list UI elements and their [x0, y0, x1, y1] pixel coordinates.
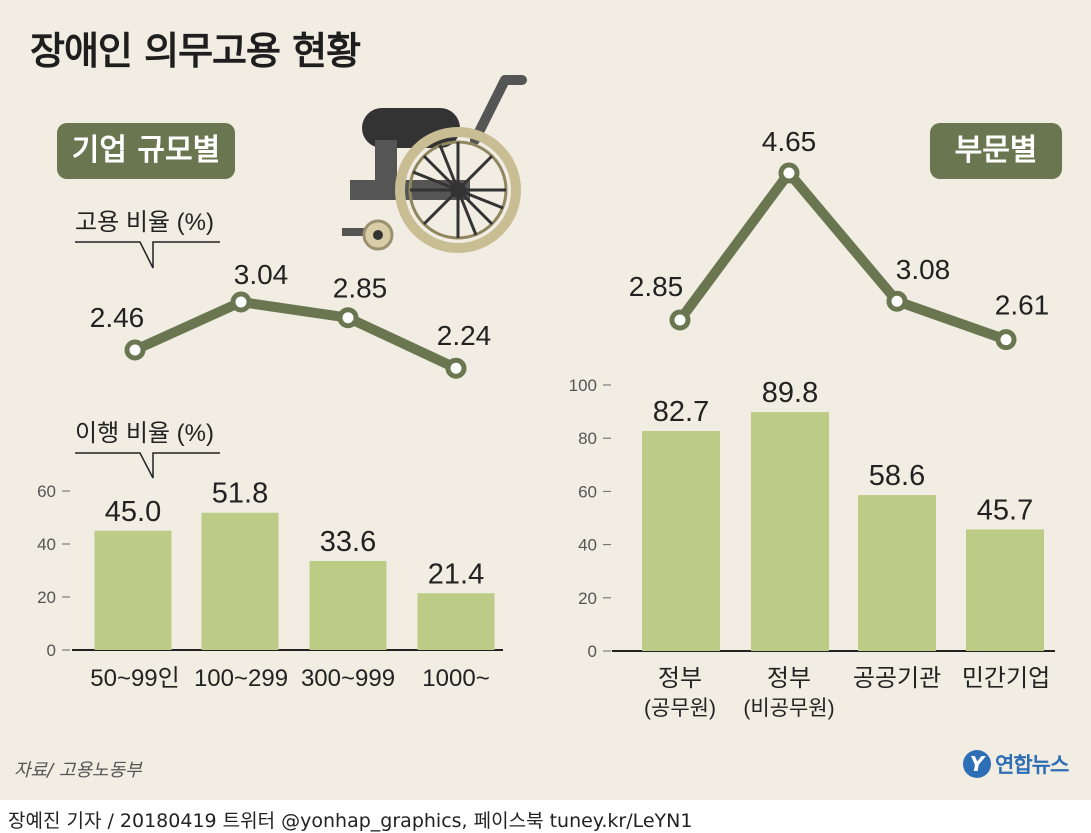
wheelchair-icon: [342, 75, 527, 253]
size-category-label: 1000~: [422, 665, 489, 692]
charts-svg: 2.46 3.04 2.85 2.24 고용 비율 (%) 0 20 40 60 45.0 51.8…: [37, 75, 1055, 720]
size-compliance-tick-label: 60: [37, 482, 56, 501]
sector-compliance-data-label: 82.7: [653, 396, 709, 428]
section-badge-company-size: 기업 규모별: [57, 123, 235, 179]
size-category-label: 100~299: [194, 665, 288, 692]
sector-compliance-bar: [642, 431, 720, 651]
yonhap-logo-icon: Y: [963, 750, 991, 778]
publisher-logo: Y 연합뉴스: [963, 746, 1069, 782]
sector-employment-rate-data-label: 4.65: [762, 126, 817, 157]
size-employment-rate-data-label: 3.04: [234, 259, 289, 290]
size-compliance-data-label: 33.6: [320, 526, 376, 558]
size-compliance-bar: [94, 530, 172, 650]
sector-compliance-bar: [966, 529, 1044, 651]
sector-compliance-tick-label: 80: [578, 429, 597, 448]
sector-category-label: (공무원): [644, 697, 716, 720]
size-employment-rate-point: [337, 307, 359, 329]
sector-compliance-tick-label: 0: [588, 642, 597, 661]
sector-compliance-tick-label: 20: [578, 589, 597, 608]
size-compliance-data-label: 45.0: [105, 496, 161, 528]
sector-compliance-data-label: 45.7: [977, 494, 1033, 526]
section-badge-sector: 부문별: [930, 123, 1062, 179]
size-employment-rate-data-label: 2.46: [90, 302, 145, 333]
size-compliance-data-label: 21.4: [428, 558, 484, 590]
publisher-name: 연합뉴스: [995, 753, 1069, 777]
sector-compliance-tick-label: 100: [569, 376, 597, 395]
sector-employment-rate-point: [669, 309, 691, 331]
sector-compliance-tick-label: 40: [578, 536, 597, 555]
size-compliance-bar: [417, 593, 495, 650]
size-compliance-tick-label: 0: [47, 641, 56, 660]
sector-employment-rate-data-label: 2.85: [629, 271, 684, 302]
sector-employment-rate-point: [778, 162, 800, 184]
sector-employment-rate-point: [995, 329, 1017, 351]
size-compliance-tick-label: 20: [37, 588, 56, 607]
compliance-rate-callout: [75, 452, 220, 479]
sector-category-label: 정부: [658, 665, 702, 692]
size-employment-rate-data-label: 2.85: [333, 273, 388, 304]
employment-rate-label: 고용 비율 (%): [75, 209, 214, 236]
sector-employment-rate-point: [886, 290, 908, 312]
size-employment-rate-data-label: 2.24: [437, 320, 492, 351]
employment-rate-callout: [75, 241, 220, 269]
sector-category-label: (비공무원): [743, 697, 834, 720]
sector-category-label: 정부: [767, 665, 811, 692]
sector-category-label: 민간기업: [962, 665, 1050, 692]
source-note: 자료/ 고용노동부: [14, 760, 142, 781]
sector-category-label: 공공기관: [853, 665, 941, 692]
sector-compliance-bar: [751, 412, 829, 651]
size-category-label: 50~99인: [90, 665, 180, 692]
size-employment-rate-line: [132, 297, 459, 373]
size-employment-rate-point: [445, 357, 467, 379]
size-compliance-data-label: 51.8: [212, 478, 268, 510]
credit-line: 장예진 기자 / 20180419 트위터 @yonhap_graphics, …: [8, 810, 693, 832]
sector-employment-rate-line: [675, 168, 1008, 345]
sector-employment-rate-data-label: 2.61: [995, 290, 1050, 321]
sector-compliance-data-label: 89.8: [762, 377, 818, 409]
size-compliance-tick-label: 40: [37, 535, 56, 554]
size-compliance-bar: [309, 560, 387, 650]
sector-compliance-data-label: 58.6: [869, 460, 925, 492]
size-employment-rate-point: [124, 339, 146, 361]
size-category-label: 300~999: [301, 665, 395, 692]
sector-employment-rate-data-label: 3.08: [896, 254, 951, 285]
compliance-rate-label: 이행 비율 (%): [75, 420, 214, 447]
size-employment-rate-point: [230, 291, 252, 313]
sector-compliance-tick-label: 60: [578, 482, 597, 501]
page-title: 장애인 의무고용 현황: [30, 29, 361, 73]
size-compliance-bar: [201, 512, 279, 650]
sector-compliance-bar: [858, 495, 936, 651]
